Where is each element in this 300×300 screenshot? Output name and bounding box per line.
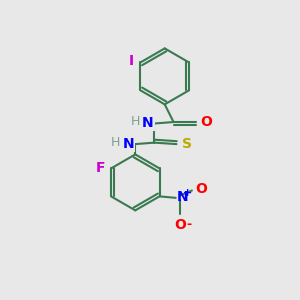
Text: O: O <box>174 218 186 233</box>
Text: +: + <box>183 188 192 197</box>
Text: I: I <box>129 54 134 68</box>
Text: N: N <box>142 116 154 130</box>
Text: N: N <box>177 190 188 204</box>
Text: H: H <box>111 136 121 148</box>
Text: O: O <box>201 115 212 129</box>
Text: F: F <box>96 161 105 176</box>
Text: N: N <box>123 137 135 151</box>
Text: S: S <box>182 137 191 151</box>
Text: -: - <box>187 218 192 232</box>
Text: H: H <box>130 115 140 128</box>
Text: O: O <box>195 182 207 196</box>
